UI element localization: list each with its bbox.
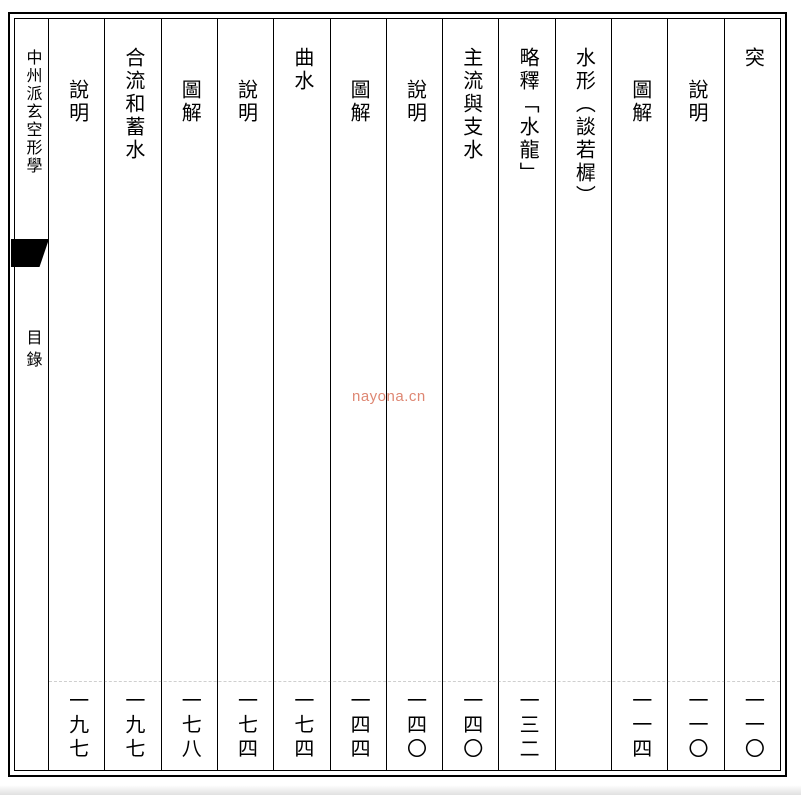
toc-entry-page: 一九七 [65,690,89,762]
toc-entry-title: 說明 [684,79,708,125]
toc-entry-title: 圖解 [346,79,370,125]
toc-entry-page: 一七四 [290,690,314,762]
toc-entry-page: 一一〇 [740,690,764,762]
toc-column: 說明 一七四 [217,19,273,770]
watermark-text: nayona.cn [352,388,426,405]
toc-entry-page: 一四〇 [459,690,483,762]
toc-entry-title: 說明 [402,79,426,125]
toc-entry-page: 一三二 [515,690,539,762]
toc-entry-title: 合流和蓄水 [121,47,145,162]
scan-artifact [0,785,801,795]
toc-entry-page: 一九七 [121,690,145,762]
toc-entry-title: 略釋「水龍」 [515,47,539,185]
toc-entry-title: 圖解 [177,79,201,125]
toc-entry-title: 突 [740,47,764,70]
toc-entry-page: 一四〇 [402,690,426,762]
toc-entry-title: 水形（談若樨） [571,47,595,208]
toc-entry-title: 說明 [65,79,89,125]
toc-column: 突 一一〇 [724,19,780,770]
toc-column: 圖解 一一四 [611,19,667,770]
toc-column: 合流和蓄水 一九七 [104,19,160,770]
toc-column: 說明 一一〇 [667,19,723,770]
toc-entry-page: 一七八 [177,690,201,762]
toc-column: 水形（談若樨） [555,19,611,770]
toc-entry-title: 圖解 [628,79,652,125]
toc-entry-page: 一四四 [346,690,370,762]
toc-entry-title: 說明 [234,79,258,125]
spine-column: 中州派玄空形學 目錄 [15,19,49,770]
toc-column: 主流與支水 一四〇 [442,19,498,770]
toc-entry-page: 一七四 [234,690,258,762]
toc-column: 說明 一九七 [49,19,104,770]
toc-entry-title: 曲水 [290,47,314,93]
toc-column: 略釋「水龍」 一三二 [498,19,554,770]
toc-column: 圖解 一七八 [161,19,217,770]
toc-entry-page: 一一四 [628,690,652,762]
leader-rule [49,681,780,682]
toc-entry-page: 一一〇 [684,690,708,762]
book-title: 中州派玄空形學 [20,49,44,175]
fishtail-marker [11,239,49,267]
section-label: 目錄 [20,329,44,373]
toc-entry-title: 主流與支水 [459,47,483,162]
toc-column: 曲水 一七四 [273,19,329,770]
